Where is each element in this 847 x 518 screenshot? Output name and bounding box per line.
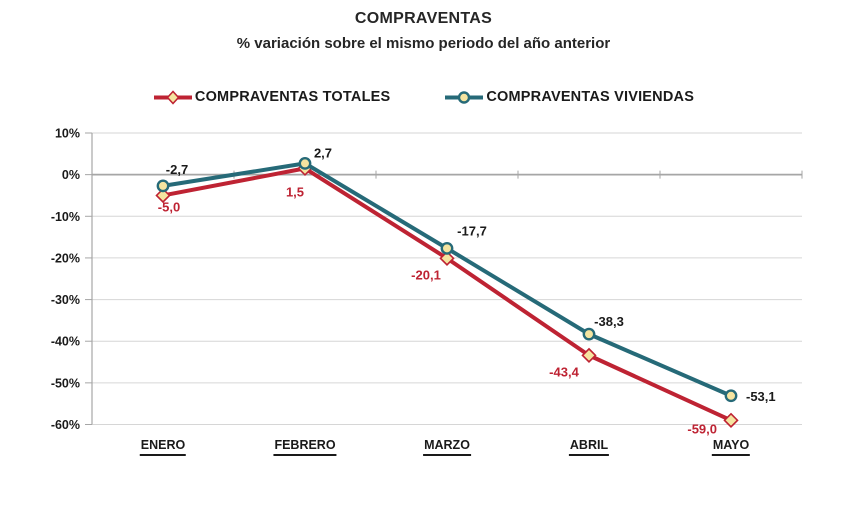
legend-swatch-viviendas — [445, 90, 484, 104]
data-label: -53,1 — [746, 389, 776, 404]
circle-marker-icon — [156, 179, 170, 193]
diamond-marker-icon — [439, 250, 455, 266]
circle-marker-icon — [440, 241, 454, 255]
diamond-marker-icon — [723, 412, 739, 428]
series-line-viviendas — [161, 161, 733, 398]
diamond-marker-icon — [166, 89, 180, 105]
y-axis-label: -50% — [51, 376, 80, 390]
legend-item-compraventas-viviendas: COMPRAVENTAS VIVIENDAS — [444, 89, 694, 105]
x-axis-label: MARZO — [423, 438, 471, 456]
y-axis-label: -30% — [51, 293, 80, 307]
x-axis-label: ABRIL — [568, 438, 610, 456]
chart-subtitle: % variación sobre el mismo periodo del a… — [236, 35, 611, 52]
diamond-marker-icon — [581, 347, 597, 364]
x-axis-label: FEBRERO — [273, 438, 337, 456]
legend-item-compraventas-totales: COMPRAVENTAS TOTALES — [153, 89, 390, 105]
circle-marker-icon — [582, 327, 596, 341]
circle-marker-icon — [458, 90, 471, 104]
legend-swatch-totales — [153, 89, 192, 105]
legend-label-totales: COMPRAVENTAS TOTALES — [194, 89, 391, 105]
y-axis-label: -60% — [51, 418, 80, 432]
data-label: 1,5 — [286, 184, 304, 199]
data-label: -5,0 — [158, 199, 180, 214]
data-label: -38,3 — [594, 314, 624, 329]
data-label: -20,1 — [411, 267, 441, 282]
chart-legend: COMPRAVENTAS TOTALES COMPRAVENTAS VIVIEN… — [0, 89, 847, 105]
circle-marker-icon — [298, 156, 312, 170]
x-axis-label: MAYO — [711, 438, 751, 456]
data-label: -2,7 — [166, 162, 188, 177]
data-label: -59,0 — [687, 421, 717, 436]
data-label: -17,7 — [457, 223, 487, 238]
y-axis-label: -40% — [51, 335, 80, 349]
y-axis-label: 0% — [62, 168, 80, 182]
chart-title: COMPRAVENTAS — [354, 10, 493, 27]
diamond-marker-icon — [155, 187, 171, 204]
y-axis-label: -10% — [51, 210, 80, 224]
data-label: 2,7 — [314, 145, 332, 160]
data-label: -43,4 — [549, 364, 579, 379]
circle-marker-icon — [724, 389, 738, 403]
legend-label-viviendas: COMPRAVENTAS VIVIENDAS — [486, 89, 695, 105]
y-axis-label: -20% — [51, 251, 80, 265]
x-axis-label: ENERO — [139, 438, 187, 456]
y-axis-label: 10% — [55, 127, 80, 141]
